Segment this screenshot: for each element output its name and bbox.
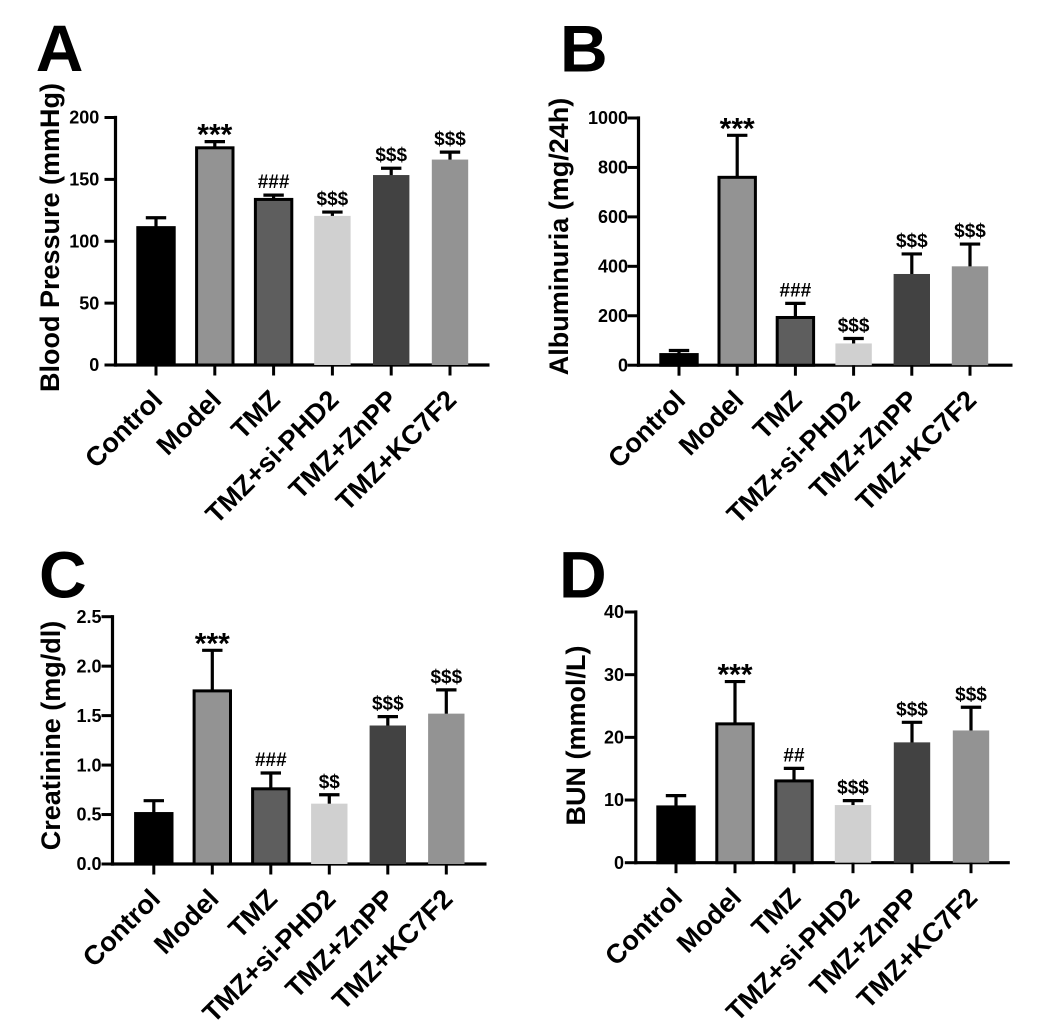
svg-text:1.0: 1.0 bbox=[76, 755, 101, 775]
svg-text:1.5: 1.5 bbox=[76, 706, 101, 726]
svg-text:50: 50 bbox=[79, 293, 99, 313]
svg-text:40: 40 bbox=[604, 602, 624, 622]
svg-text:$$$: $$$ bbox=[954, 221, 986, 242]
svg-text:200: 200 bbox=[598, 306, 628, 326]
svg-text:###: ### bbox=[255, 750, 287, 771]
svg-text:200: 200 bbox=[69, 108, 99, 128]
svg-text:10: 10 bbox=[604, 790, 624, 810]
svg-text:600: 600 bbox=[598, 207, 628, 227]
svg-text:###: ### bbox=[258, 172, 290, 193]
svg-text:$$$: $$$ bbox=[434, 129, 466, 150]
svg-text:0: 0 bbox=[618, 355, 628, 375]
svg-text:0: 0 bbox=[614, 853, 624, 873]
svg-text:2.5: 2.5 bbox=[76, 607, 101, 627]
svg-text:$$$: $$$ bbox=[317, 189, 349, 210]
svg-text:1000: 1000 bbox=[588, 108, 628, 128]
svg-text:***: *** bbox=[720, 112, 755, 145]
svg-text:20: 20 bbox=[604, 728, 624, 748]
svg-text:$$: $$ bbox=[319, 772, 341, 793]
svg-text:0.5: 0.5 bbox=[76, 805, 101, 825]
svg-text:Blood Pressure (mmHg): Blood Pressure (mmHg) bbox=[35, 83, 65, 392]
svg-text:D: D bbox=[559, 538, 607, 612]
svg-text:$$$: $$$ bbox=[375, 145, 407, 166]
svg-text:2.0: 2.0 bbox=[76, 656, 101, 676]
svg-text:0.0: 0.0 bbox=[76, 854, 101, 874]
svg-text:$$$: $$$ bbox=[430, 667, 462, 688]
svg-text:BUN (mmol/L): BUN (mmol/L) bbox=[561, 646, 591, 826]
svg-text:$$$: $$$ bbox=[896, 231, 928, 252]
svg-text:400: 400 bbox=[598, 257, 628, 277]
svg-text:30: 30 bbox=[604, 665, 624, 685]
svg-text:0: 0 bbox=[89, 355, 99, 375]
svg-text:800: 800 bbox=[598, 158, 628, 178]
svg-text:C: C bbox=[39, 538, 87, 612]
svg-text:***: *** bbox=[717, 659, 752, 692]
svg-text:B: B bbox=[560, 12, 608, 86]
svg-text:100: 100 bbox=[69, 231, 99, 251]
svg-text:A: A bbox=[36, 11, 84, 85]
svg-text:Albuminuria (mg/24h): Albuminuria (mg/24h) bbox=[544, 98, 574, 376]
svg-text:$$$: $$$ bbox=[372, 694, 404, 715]
svg-text:Creatinine (mg/dl): Creatinine (mg/dl) bbox=[36, 621, 66, 851]
svg-text:###: ### bbox=[780, 280, 812, 301]
svg-text:$$$: $$$ bbox=[837, 778, 869, 799]
svg-text:***: *** bbox=[197, 119, 232, 152]
svg-text:***: *** bbox=[195, 627, 230, 660]
svg-text:$$$: $$$ bbox=[838, 316, 870, 337]
svg-text:$$$: $$$ bbox=[896, 699, 928, 720]
svg-text:$$$: $$$ bbox=[955, 684, 987, 705]
svg-text:##: ## bbox=[783, 745, 805, 766]
svg-text:150: 150 bbox=[69, 170, 99, 190]
